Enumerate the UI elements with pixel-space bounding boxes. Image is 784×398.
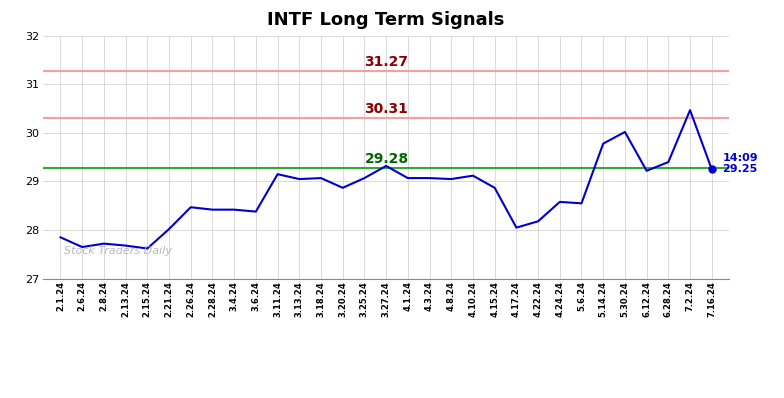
Text: 29.25: 29.25 [723,164,758,174]
Text: 30.31: 30.31 [365,102,408,116]
Text: 31.27: 31.27 [365,55,408,69]
Text: Stock Traders Daily: Stock Traders Daily [64,246,172,256]
Title: INTF Long Term Signals: INTF Long Term Signals [267,11,505,29]
Text: 29.28: 29.28 [365,152,408,166]
Text: 14:09: 14:09 [723,152,758,163]
